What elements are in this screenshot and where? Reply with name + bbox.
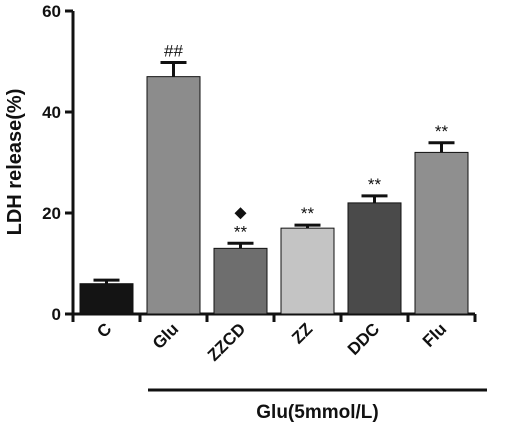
x-tick-label: Flu <box>419 319 450 350</box>
y-tick-label: 0 <box>52 305 61 324</box>
diamond-marker <box>234 207 247 220</box>
bar-flu <box>414 151 469 315</box>
significance-label: ** <box>368 175 382 194</box>
y-tick-label: 20 <box>42 204 61 223</box>
significance-label: ** <box>435 122 449 141</box>
bar-c <box>79 283 134 315</box>
group-label: Glu(5mmol/L) <box>256 402 378 423</box>
bar-ddc <box>347 202 402 315</box>
x-tick-label: ZZCD <box>204 319 249 364</box>
x-tick-label: C <box>93 319 115 341</box>
x-tick-label: Glu <box>149 319 182 352</box>
x-tick-label: ZZ <box>288 319 316 347</box>
y-axis-label: LDH release(%) <box>4 89 26 236</box>
y-tick-label: 40 <box>42 103 61 122</box>
significance-label: ## <box>164 42 183 61</box>
y-tick-label: 60 <box>42 2 61 21</box>
bar-zzcd <box>213 247 268 315</box>
x-tick-label: DDC <box>344 319 383 358</box>
bars <box>79 61 469 315</box>
bar-glu <box>146 76 201 315</box>
significance-label: ** <box>301 204 315 223</box>
bar-zz <box>280 227 335 315</box>
significance-label: ** <box>234 222 248 241</box>
axes: 0 20 40 60 <box>42 2 477 324</box>
